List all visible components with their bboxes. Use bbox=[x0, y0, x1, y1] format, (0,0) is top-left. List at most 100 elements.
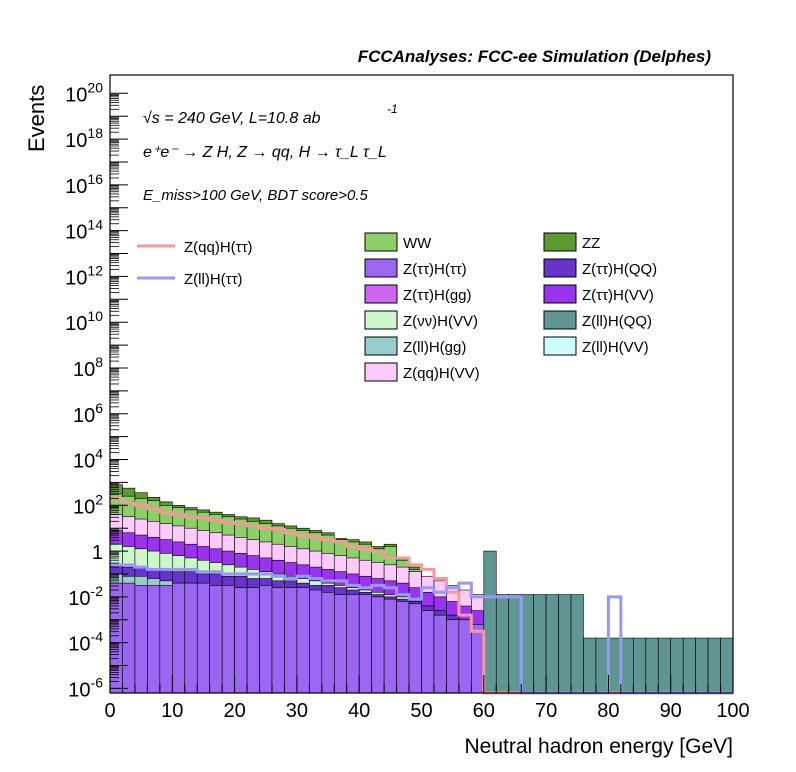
legend-label: Z(νν)H(VV) bbox=[403, 313, 478, 330]
bar-zh-bin-11 bbox=[246, 587, 260, 694]
bar-zh-bin-5 bbox=[172, 582, 186, 694]
legend-swatch bbox=[543, 284, 577, 304]
signal-legend-label: Z(qq)H(ττ) bbox=[184, 239, 253, 256]
annotation-energy-lumi-exponent: -1 bbox=[387, 102, 398, 116]
legend-swatch bbox=[364, 362, 398, 382]
legend-label: Z(ττ)H(gg) bbox=[403, 287, 472, 304]
legend-swatch bbox=[364, 258, 398, 278]
chart-title: FCCAnalyses: FCC-ee Simulation (Delphes) bbox=[358, 47, 712, 66]
legend-swatch bbox=[364, 310, 398, 330]
bar-tail-bin-47 bbox=[695, 637, 709, 694]
y-tick-label: 108 bbox=[73, 354, 103, 381]
signal-legend-label: Z(ll)H(ττ) bbox=[184, 271, 243, 288]
bar-tail-bin-48 bbox=[707, 637, 721, 694]
x-tick-label: 100 bbox=[716, 700, 749, 722]
legend-swatch bbox=[364, 284, 398, 304]
x-axis-ticks: 0 10 20 30 40 50 60 70 80 90 100 bbox=[104, 675, 750, 722]
signal-legend: Z(qq)H(ττ) Z(ll)H(ττ) bbox=[137, 239, 253, 288]
bar-zh-bin-0 bbox=[109, 582, 123, 694]
legend-label: Z(ττ)H(QQ) bbox=[582, 261, 657, 278]
bar-tail-bin-46 bbox=[682, 637, 696, 694]
bar-tail-bin-38 bbox=[583, 637, 597, 694]
bar-zh-bin-14 bbox=[284, 587, 298, 694]
bar-tail-bin-32 bbox=[508, 594, 522, 694]
bar-zh-bin-13 bbox=[271, 587, 285, 694]
legend-label: Z(ll)H(gg) bbox=[403, 339, 466, 356]
bar-zh-bin-16 bbox=[309, 589, 323, 694]
y-tick-label: 1020 bbox=[65, 79, 103, 106]
legend-label: Z(ττ)H(ττ) bbox=[403, 261, 467, 278]
bar-zh-bin-27 bbox=[446, 619, 460, 694]
legend-swatch bbox=[364, 232, 398, 252]
bar-zh-bin-10 bbox=[234, 587, 248, 694]
x-tick-label: 60 bbox=[473, 700, 495, 722]
y-tick-label: 1010 bbox=[65, 308, 103, 335]
bar-zh-bin-4 bbox=[159, 585, 173, 694]
bar-tail-bin-42 bbox=[633, 637, 647, 694]
x-tick-label: 70 bbox=[535, 700, 557, 722]
bar-zh-bin-25 bbox=[421, 610, 435, 694]
bar-tail-bin-36 bbox=[558, 594, 572, 694]
legend-swatch bbox=[364, 336, 398, 356]
bar-tail-bin-30 bbox=[483, 550, 497, 694]
bar-tail-bin-34 bbox=[533, 594, 547, 694]
bar-tail-bin-31 bbox=[495, 594, 510, 694]
bar-zh-bin-7 bbox=[196, 582, 210, 694]
annotation-process: e⁺e⁻ → Z H, Z → qq, H → τ_L τ_L bbox=[143, 144, 387, 161]
legend-label: Z(ll)H(QQ) bbox=[582, 313, 652, 330]
bar-zh-bin-20 bbox=[358, 594, 372, 694]
bar-tail-bin-41 bbox=[620, 637, 634, 694]
legend-swatch bbox=[543, 258, 577, 278]
bar-zh-bin-18 bbox=[333, 594, 348, 694]
bar-zh-bin-24 bbox=[408, 603, 422, 694]
legend-swatch bbox=[543, 310, 577, 330]
x-tick-label: 10 bbox=[161, 700, 183, 722]
legend-swatch bbox=[543, 336, 577, 356]
y-tick-label: 104 bbox=[73, 446, 103, 473]
bar-zh-bin-21 bbox=[371, 596, 385, 694]
bar-zh-bin-1 bbox=[122, 582, 136, 694]
legend-label: Z(ll)H(VV) bbox=[582, 339, 649, 356]
y-tick-label: 10-4 bbox=[68, 629, 103, 656]
background-legend: WW ZZ Z(ττ)H(ττ) Z(ττ)H(QQ) Z(ττ)H(gg) Z(ττ)H… bbox=[364, 232, 657, 382]
y-tick-label: 1016 bbox=[65, 171, 103, 198]
y-tick-label: 1012 bbox=[65, 262, 103, 289]
legend-label: Z(ττ)H(VV) bbox=[582, 287, 654, 304]
bar-zh-bin-15 bbox=[296, 587, 310, 694]
bar-tail-bin-45 bbox=[670, 637, 684, 694]
x-tick-label: 30 bbox=[286, 700, 308, 722]
x-tick-label: 80 bbox=[597, 700, 619, 722]
bar-zh-bin-6 bbox=[184, 582, 198, 694]
bar-tail-bin-43 bbox=[645, 637, 659, 694]
bar-zh-bin-26 bbox=[433, 614, 447, 694]
bar-zh-bin-29 bbox=[471, 624, 485, 694]
y-tick-label: 1 bbox=[92, 542, 103, 564]
bar-zh-bin-9 bbox=[221, 585, 235, 694]
bar-zh-bin-17 bbox=[321, 591, 335, 694]
bar-zh-bin-2 bbox=[134, 585, 148, 694]
bar-tail-bin-44 bbox=[657, 637, 671, 694]
y-tick-label: 10-2 bbox=[68, 583, 103, 610]
y-tick-label: 102 bbox=[73, 491, 103, 518]
bar-zh-bin-19 bbox=[346, 594, 360, 694]
y-tick-label: 106 bbox=[73, 400, 103, 427]
annotation-cuts: E_miss>100 GeV, BDT score>0.5 bbox=[143, 187, 368, 204]
y-tick-label: 1018 bbox=[65, 125, 103, 152]
bar-zh-bin-3 bbox=[147, 585, 161, 694]
bar-tail-bin-35 bbox=[545, 594, 559, 694]
annotation-energy-lumi: √s = 240 GeV, L=10.8 ab bbox=[143, 110, 321, 127]
x-tick-label: 40 bbox=[348, 700, 370, 722]
y-axis-label: Events bbox=[24, 85, 49, 152]
x-tick-label: 20 bbox=[223, 700, 245, 722]
legend-swatch bbox=[543, 232, 577, 252]
y-axis-ticks: 1020 1018 1016 1014 1012 1010 108 106 104 102 1 10-… bbox=[65, 79, 128, 701]
bar-tail-bin-40 bbox=[608, 637, 622, 694]
x-tick-label: 90 bbox=[660, 700, 682, 722]
bar-tail-bin-39 bbox=[595, 637, 609, 694]
y-tick-label: 1014 bbox=[65, 217, 103, 244]
bar-zh-bin-8 bbox=[209, 585, 223, 694]
bar-tail-bin-49 bbox=[720, 637, 734, 694]
bar-zh-bin-28 bbox=[458, 619, 472, 694]
bar-tail-bin-33 bbox=[520, 594, 534, 694]
